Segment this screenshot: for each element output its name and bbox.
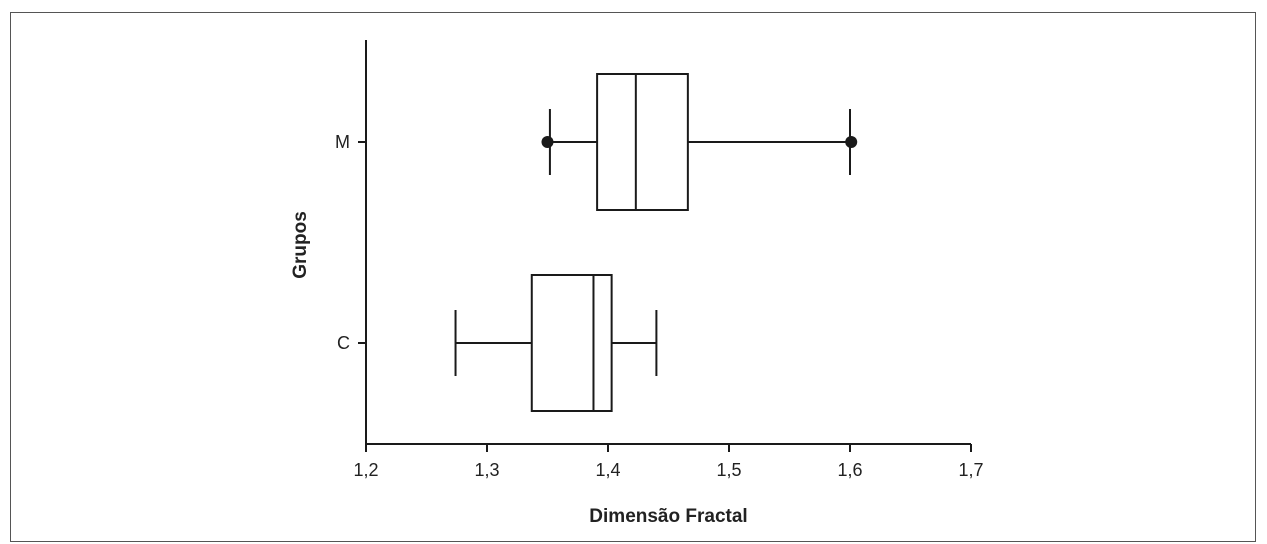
outlier-point [541, 136, 554, 148]
x-tick-label: 1,7 [958, 460, 983, 480]
iqr-box [530, 274, 613, 412]
y-tick-label: C [337, 333, 350, 353]
axes [365, 40, 971, 445]
x-ticks: 1,2 1,3 1,4 1,5 1,6 1,7 [353, 444, 984, 480]
x-tick-label: 1,2 [353, 460, 378, 480]
x-axis-title: Dimensão Fractal [589, 506, 747, 527]
boxes [454, 73, 858, 412]
box-M [541, 73, 858, 211]
chart-frame [10, 12, 1256, 542]
x-tick-label: 1,4 [595, 460, 620, 480]
outlier-point [845, 136, 858, 148]
x-tick-label: 1,5 [716, 460, 741, 480]
y-axis-title: Grupos [290, 211, 311, 279]
y-ticks: MC [335, 132, 366, 353]
box-C [454, 274, 658, 412]
x-tick-label: 1,6 [837, 460, 862, 480]
x-tick-label: 1,3 [474, 460, 499, 480]
y-tick-label: M [335, 132, 350, 152]
iqr-box [596, 73, 689, 211]
